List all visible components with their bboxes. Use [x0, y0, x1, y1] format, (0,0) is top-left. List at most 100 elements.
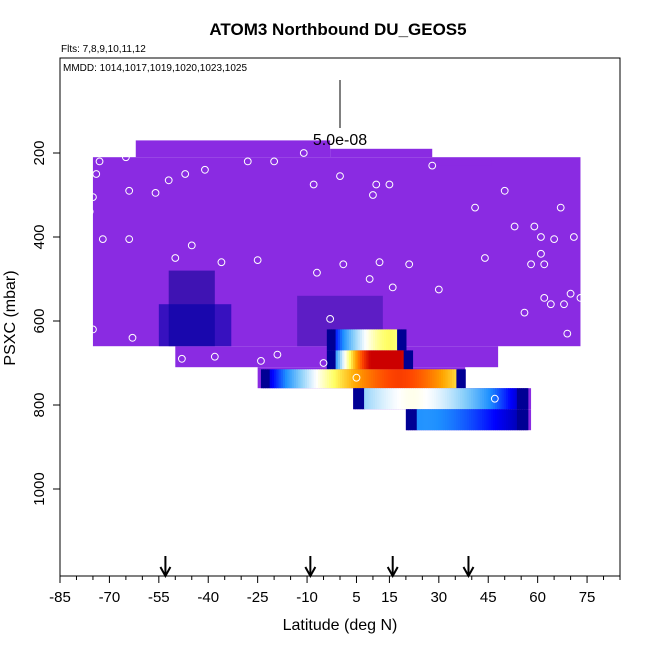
- curtain-region: [330, 148, 433, 158]
- concentration-cell: [412, 369, 416, 389]
- concentration-cell: [348, 329, 352, 351]
- concentration-cell: [479, 409, 483, 431]
- flight-point: [481, 254, 489, 262]
- concentration-cell: [394, 329, 398, 351]
- flight-point: [210, 352, 219, 361]
- concentration-cell: [505, 388, 509, 410]
- concentration-cell: [324, 369, 328, 389]
- concentration-cell: [368, 329, 372, 351]
- concentration-cell: [433, 388, 437, 410]
- x-axis: -85 -70 -55 -40 -25 -10 5 15 30 45 60 75: [49, 576, 621, 606]
- concentration-cell: [344, 369, 348, 389]
- concentration-cell: [366, 350, 370, 370]
- concentration-cell: [353, 388, 356, 410]
- concentration-cell: [457, 388, 461, 410]
- concentration-cell: [364, 369, 367, 389]
- concentration-cell: [421, 369, 425, 389]
- concentration-cell: [353, 350, 356, 370]
- flight-point: [537, 249, 545, 258]
- concentration-cell: [418, 409, 422, 431]
- concentration-cell: [375, 329, 378, 351]
- concentration-cell: [462, 388, 466, 410]
- concentration-cell: [401, 369, 405, 389]
- concentration-cell: [436, 409, 440, 431]
- concentration-cell: [386, 369, 389, 389]
- plot-area: [82, 140, 585, 579]
- flight-point: [490, 394, 499, 403]
- concentration-cell: [410, 369, 414, 389]
- concentration-cell: [430, 369, 433, 389]
- concentration-cell: [372, 350, 376, 370]
- concentration-cell: [320, 369, 324, 389]
- concentration-cell: [386, 329, 389, 351]
- concentration-cell: [466, 409, 470, 431]
- concentration-cell: [488, 388, 492, 410]
- concentration-cell: [346, 350, 350, 370]
- concentration-cell: [263, 369, 266, 389]
- concentration-cell: [379, 350, 383, 370]
- concentration-cell: [346, 329, 350, 351]
- flight-point: [187, 241, 196, 250]
- concentration-cell: [383, 388, 387, 410]
- concentration-cell: [471, 409, 474, 431]
- concentration-cell: [350, 350, 354, 370]
- concentration-cell: [486, 409, 490, 431]
- concentration-cell: [401, 388, 404, 410]
- concentration-cell: [423, 409, 427, 431]
- flight-point: [550, 235, 559, 244]
- concentration-cell: [427, 409, 431, 431]
- flight-point: [500, 186, 509, 195]
- concentration-cell: [361, 350, 365, 370]
- concentration-cell: [490, 388, 494, 410]
- concentration-cell: [390, 350, 394, 370]
- concentration-cell: [455, 409, 459, 431]
- concentration-cell: [342, 329, 345, 351]
- concentration-cell: [425, 409, 429, 431]
- concentration-cell: [390, 369, 394, 389]
- concentration-cell: [519, 388, 522, 410]
- concentration-cell: [348, 369, 352, 389]
- concentration-cell: [287, 369, 291, 389]
- concentration-cell: [444, 388, 448, 410]
- concentration-cell: [460, 369, 464, 389]
- concentration-cell: [335, 350, 339, 370]
- concentration-cell: [458, 409, 461, 431]
- concentration-cell: [462, 409, 466, 431]
- flight-point: [573, 346, 582, 355]
- concentration-cell: [432, 409, 435, 431]
- concentration-cell: [443, 369, 447, 389]
- concentration-cell: [466, 388, 470, 410]
- concentration-cell: [304, 369, 308, 389]
- concentration-cell: [508, 388, 511, 410]
- y-tick-label: 400: [31, 224, 48, 249]
- concentration-cell: [436, 369, 440, 389]
- concentration-cell: [397, 369, 400, 389]
- concentration-cell: [385, 388, 389, 410]
- concentration-cell: [377, 369, 381, 389]
- concentration-cell: [357, 350, 361, 370]
- concentration-cell: [432, 369, 436, 389]
- flight-point: [369, 191, 377, 199]
- dates-subtitle: MMDD: 1014,1017,1019,1020,1023,1025: [63, 63, 247, 74]
- concentration-cell: [271, 369, 275, 389]
- concentration-cell: [289, 369, 293, 389]
- concentration-cell: [497, 409, 501, 431]
- concentration-cell: [442, 409, 446, 431]
- concentration-cell: [357, 329, 361, 351]
- concentration-cell: [353, 329, 356, 351]
- concentration-cell: [449, 388, 452, 410]
- concentration-cell: [503, 409, 507, 431]
- concentration-cell: [481, 388, 485, 410]
- concentration-cell: [388, 388, 391, 410]
- concentration-cell: [350, 329, 354, 351]
- flight-point: [125, 186, 134, 195]
- concentration-cell: [416, 388, 420, 410]
- y-axis: 200 400 600 800 1000: [31, 140, 60, 506]
- x-tick-label: -55: [148, 589, 170, 606]
- concentration-cell: [342, 369, 345, 389]
- flight-point: [510, 222, 519, 231]
- concentration-cell: [503, 388, 507, 410]
- concentration-cell: [512, 409, 516, 431]
- concentration-cell: [318, 369, 321, 389]
- flight-point: [385, 180, 394, 189]
